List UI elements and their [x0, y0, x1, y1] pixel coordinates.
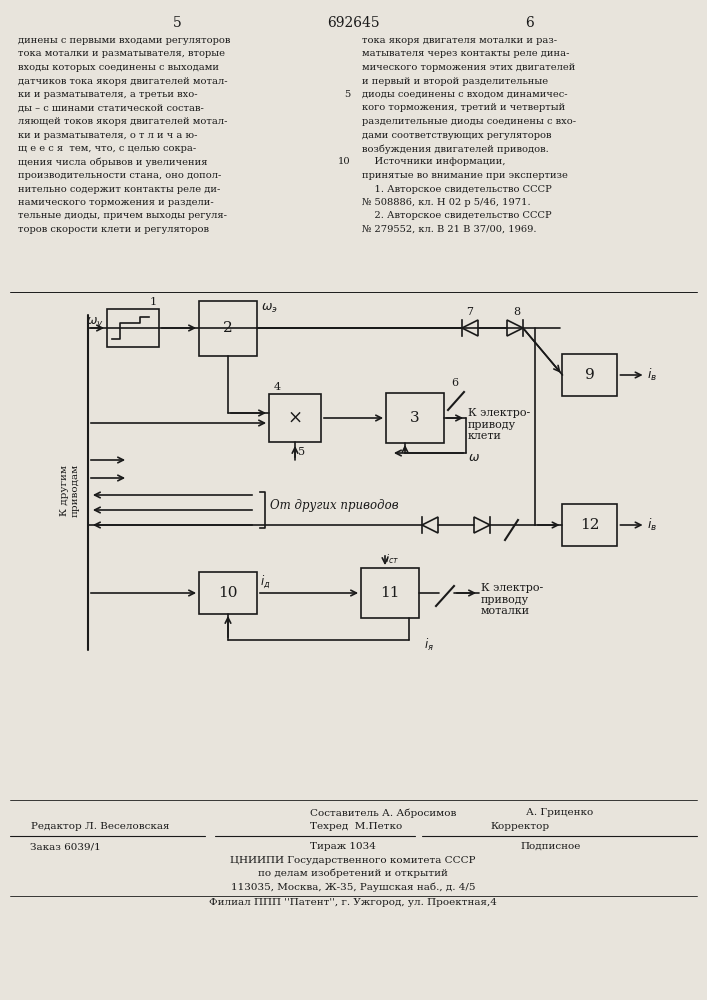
- Text: 692645: 692645: [327, 16, 380, 30]
- Text: Редактор Л. Веселовская: Редактор Л. Веселовская: [30, 822, 169, 831]
- Bar: [107, 309, 159, 347]
- Text: ки и разматывателя, а третьи вхо-: ки и разматывателя, а третьи вхо-: [18, 90, 198, 99]
- Text: 9: 9: [585, 368, 595, 382]
- Bar: [563, 504, 617, 546]
- Text: мического торможения этих двигателей: мического торможения этих двигателей: [362, 63, 575, 72]
- Text: дами соответствующих регуляторов: дами соответствующих регуляторов: [362, 130, 551, 139]
- Text: Техред  М.Петко: Техред М.Петко: [310, 822, 402, 831]
- Text: К электро-
приводу
клети: К электро- приводу клети: [468, 408, 530, 441]
- Text: $\omega_э$: $\omega_э$: [261, 302, 278, 315]
- Text: 6: 6: [452, 378, 459, 388]
- Text: диоды соединены с входом динамичес-: диоды соединены с входом динамичес-: [362, 90, 568, 99]
- Text: Тираж 1034: Тираж 1034: [310, 842, 376, 851]
- Text: 7: 7: [467, 307, 474, 317]
- Text: К электро-
приводу
моталки: К электро- приводу моталки: [481, 583, 543, 616]
- Text: Подписное: Подписное: [520, 842, 580, 851]
- Text: № 508886, кл. Н 02 р 5/46, 1971.: № 508886, кл. Н 02 р 5/46, 1971.: [362, 198, 531, 207]
- Text: динены с первыми входами регуляторов: динены с первыми входами регуляторов: [18, 36, 230, 45]
- Text: $i_в$: $i_в$: [648, 517, 658, 533]
- Text: 1. Авторское свидетельство СССР: 1. Авторское свидетельство СССР: [362, 184, 551, 194]
- Text: К другим
приводам: К другим приводам: [60, 463, 80, 517]
- Text: От других приводов: От других приводов: [270, 498, 399, 512]
- Text: $\omega_y$: $\omega_y$: [86, 314, 104, 330]
- Text: ки и разматывателя, о т л и ч а ю-: ки и разматывателя, о т л и ч а ю-: [18, 130, 197, 139]
- Text: 6: 6: [525, 16, 534, 30]
- Text: 1: 1: [150, 297, 157, 307]
- Text: Заказ 6039/1: Заказ 6039/1: [30, 842, 101, 851]
- Text: кого торможения, третий и четвертый: кого торможения, третий и четвертый: [362, 104, 566, 112]
- Text: 5: 5: [344, 90, 350, 99]
- Text: щения числа обрывов и увеличения: щения числа обрывов и увеличения: [18, 157, 207, 167]
- Text: № 279552, кл. В 21 В 37/00, 1969.: № 279552, кл. В 21 В 37/00, 1969.: [362, 225, 537, 234]
- Bar: [563, 354, 617, 396]
- Text: 3: 3: [410, 411, 420, 425]
- Text: $i_я$: $i_я$: [424, 637, 434, 653]
- Text: и первый и второй разделительные: и первый и второй разделительные: [362, 77, 548, 86]
- Text: $i_{ст}$: $i_{ст}$: [385, 552, 399, 566]
- Text: 8: 8: [513, 307, 520, 317]
- Text: входы которых соединены с выходами: входы которых соединены с выходами: [18, 63, 219, 72]
- Text: 2: 2: [223, 321, 233, 335]
- Text: Филиал ППП ''Патент'', г. Ужгород, ул. Проектная,4: Филиал ППП ''Патент'', г. Ужгород, ул. П…: [209, 898, 497, 907]
- Text: нительно содержит контакты реле ди-: нительно содержит контакты реле ди-: [18, 184, 221, 194]
- Bar: [386, 393, 444, 443]
- Text: А. Гриценко: А. Гриценко: [527, 808, 594, 817]
- Text: $i_в$: $i_в$: [648, 367, 658, 383]
- Text: намического торможения и раздели-: намического торможения и раздели-: [18, 198, 214, 207]
- Text: разделительные диоды соединены с вхо-: разделительные диоды соединены с вхо-: [362, 117, 576, 126]
- Text: тока моталки и разматывателя, вторые: тока моталки и разматывателя, вторые: [18, 49, 225, 58]
- Bar: [199, 300, 257, 356]
- Text: производительности стана, оно допол-: производительности стана, оно допол-: [18, 171, 221, 180]
- Text: Корректор: Корректор: [490, 822, 549, 831]
- Text: ляющей токов якоря двигателей мотал-: ляющей токов якоря двигателей мотал-: [18, 117, 228, 126]
- Text: щ е е с я  тем, что, с целью сокра-: щ е е с я тем, что, с целью сокра-: [18, 144, 197, 153]
- Text: принятые во внимание при экспертизе: принятые во внимание при экспертизе: [362, 171, 568, 180]
- Text: Источники информации,: Источники информации,: [362, 157, 506, 166]
- Text: 5: 5: [298, 447, 305, 457]
- Text: тельные диоды, причем выходы регуля-: тельные диоды, причем выходы регуля-: [18, 212, 227, 221]
- Text: ЦНИИПИ Государственного комитета СССР: ЦНИИПИ Государственного комитета СССР: [230, 856, 476, 865]
- Text: датчиков тока якоря двигателей мотал-: датчиков тока якоря двигателей мотал-: [18, 77, 228, 86]
- Bar: [199, 572, 257, 614]
- Text: 12: 12: [580, 518, 600, 532]
- Text: возбуждения двигателей приводов.: возбуждения двигателей приводов.: [362, 144, 549, 153]
- Text: Составитель А. Абросимов: Составитель А. Абросимов: [310, 808, 457, 818]
- Text: торов скорости клети и регуляторов: торов скорости клети и регуляторов: [18, 225, 209, 234]
- Text: матывателя через контакты реле дина-: матывателя через контакты реле дина-: [362, 49, 570, 58]
- Text: 11: 11: [380, 586, 399, 600]
- Text: ды – с шинами статической состав-: ды – с шинами статической состав-: [18, 104, 204, 112]
- Text: 5: 5: [173, 16, 182, 30]
- Bar: [269, 394, 321, 442]
- Bar: [361, 568, 419, 618]
- Text: $\omega$: $\omega$: [468, 451, 480, 464]
- Text: 113035, Москва, Ж-35, Раушская наб., д. 4/5: 113035, Москва, Ж-35, Раушская наб., д. …: [230, 882, 475, 892]
- Text: $i_д$: $i_д$: [260, 573, 271, 590]
- Text: 4: 4: [274, 382, 281, 392]
- Text: 2. Авторское свидетельство СССР: 2. Авторское свидетельство СССР: [362, 212, 551, 221]
- Text: по делам изобретений и открытий: по делам изобретений и открытий: [258, 869, 448, 879]
- Text: тока якоря двигателя моталки и раз-: тока якоря двигателя моталки и раз-: [362, 36, 557, 45]
- Text: ×: ×: [288, 409, 303, 427]
- Text: 10: 10: [218, 586, 238, 600]
- Text: 10: 10: [337, 157, 350, 166]
